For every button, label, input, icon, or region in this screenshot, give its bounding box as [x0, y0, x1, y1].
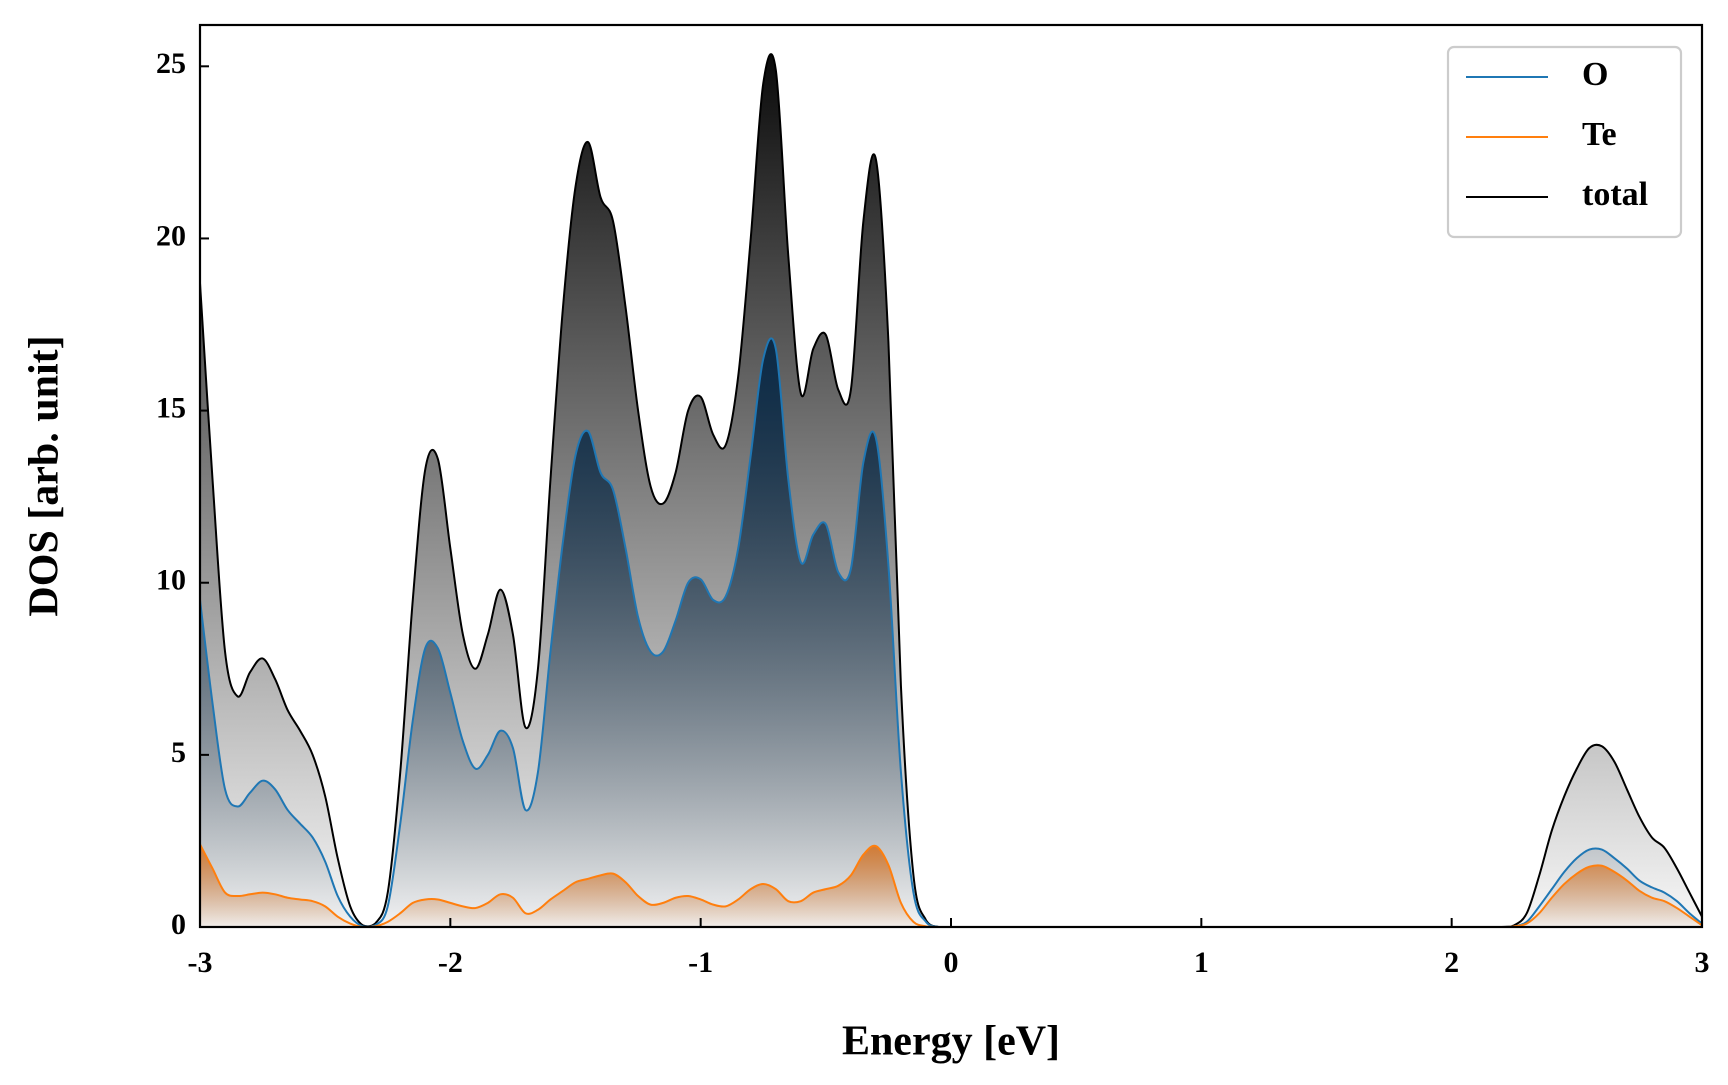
y-tick-label: 25 — [156, 47, 186, 80]
legend-label: total — [1582, 176, 1648, 213]
x-tick-label: -2 — [438, 946, 463, 979]
y-tick-label: 0 — [171, 908, 186, 941]
legend-box — [1446, 45, 1683, 239]
x-tick-label: -1 — [688, 946, 713, 979]
x-tick-label: 1 — [1194, 946, 1209, 979]
x-tick-label: -3 — [188, 946, 213, 979]
y-tick-label: 15 — [156, 391, 186, 424]
x-tick-label: 0 — [944, 946, 959, 979]
y-tick-label: 20 — [156, 219, 186, 252]
y-tick-label: 10 — [156, 564, 186, 597]
y-tick-label: 5 — [171, 736, 186, 769]
y-axis-label: DOS [arb. unit] — [22, 335, 68, 616]
x-axis-label: Energy [eV] — [842, 1019, 1060, 1065]
legend-label: O — [1582, 56, 1608, 93]
area-fill — [200, 844, 1702, 927]
legend-label: Te — [1582, 116, 1617, 153]
x-tick-label: 3 — [1695, 946, 1710, 979]
fills — [200, 54, 1702, 927]
legend: O Te total — [1466, 56, 1648, 213]
x-tick-label: 2 — [1444, 946, 1459, 979]
area-fill — [200, 338, 1702, 927]
